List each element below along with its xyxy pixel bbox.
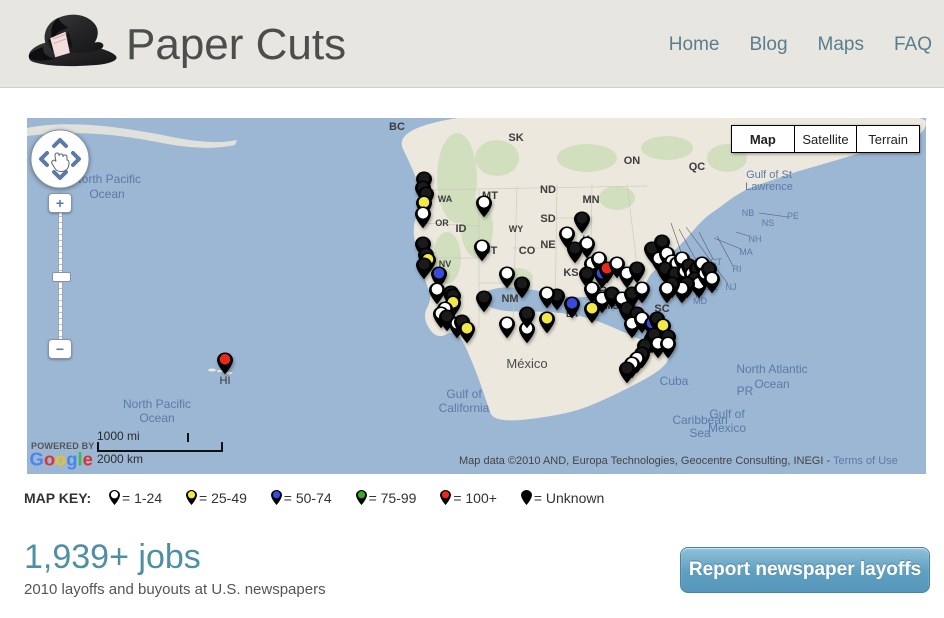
svg-text:NM: NM	[501, 293, 518, 305]
svg-text:Google: Google	[30, 448, 93, 469]
svg-text:Mexico: Mexico	[708, 421, 746, 435]
svg-text:Ocean: Ocean	[139, 411, 174, 425]
svg-text:México: México	[506, 356, 547, 371]
svg-text:Ocean: Ocean	[754, 377, 789, 391]
svg-text:MN: MN	[582, 194, 599, 206]
svg-text:Lawrence: Lawrence	[745, 181, 793, 193]
svg-text:Gulf of: Gulf of	[709, 407, 745, 421]
svg-text:CO: CO	[519, 245, 536, 257]
svg-text:PE: PE	[787, 211, 799, 221]
svg-text:NJ: NJ	[726, 282, 737, 292]
svg-text:ID: ID	[456, 223, 467, 235]
svg-text:KS: KS	[563, 267, 578, 279]
svg-text:California: California	[439, 401, 490, 415]
svg-text:HI: HI	[220, 375, 231, 387]
svg-text:WY: WY	[509, 224, 524, 234]
svg-text:OR: OR	[435, 218, 449, 228]
svg-text:Gulf of St: Gulf of St	[746, 169, 792, 181]
svg-text:ND: ND	[540, 184, 556, 196]
svg-text:MA: MA	[739, 247, 753, 257]
svg-text:NS: NS	[762, 218, 775, 228]
svg-text:BC: BC	[389, 121, 405, 133]
svg-text:NE: NE	[540, 239, 555, 251]
svg-text:SK: SK	[508, 132, 523, 144]
svg-text:MD: MD	[693, 296, 707, 306]
svg-text:QC: QC	[689, 161, 706, 173]
svg-text:ON: ON	[624, 155, 641, 167]
svg-text:WA: WA	[438, 194, 453, 204]
svg-text:RI: RI	[733, 264, 742, 274]
svg-text:NH: NH	[749, 234, 762, 244]
svg-text:NB: NB	[742, 208, 755, 218]
svg-text:Ocean: Ocean	[89, 187, 124, 201]
svg-text:North Pacific: North Pacific	[123, 397, 191, 411]
svg-text:Gulf of: Gulf of	[446, 387, 482, 401]
svg-text:North Atlantic: North Atlantic	[736, 362, 807, 376]
svg-text:PR: PR	[737, 384, 754, 398]
svg-text:Cuba: Cuba	[660, 374, 689, 388]
svg-text:SD: SD	[540, 213, 555, 225]
